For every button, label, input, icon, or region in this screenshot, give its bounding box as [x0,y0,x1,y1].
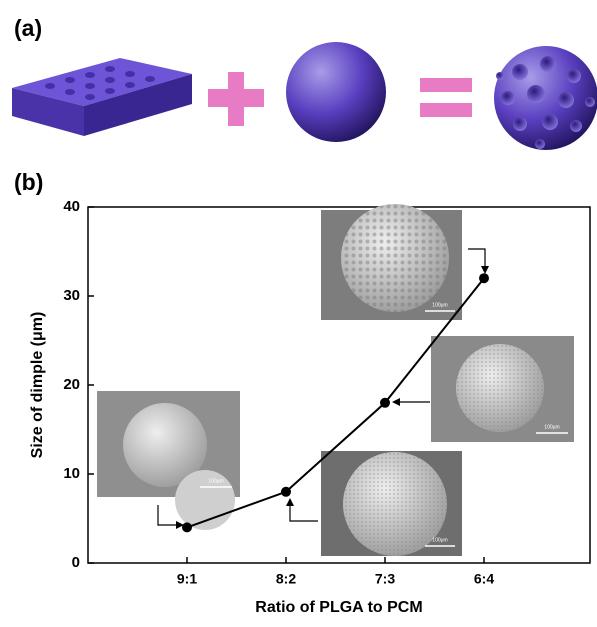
x-tick-label: 6:4 [474,571,494,587]
insets [97,204,574,556]
x-tick-label: 8:2 [276,571,296,587]
y-tick-label: 40 [63,198,80,215]
panel-label: (a) [14,15,42,41]
data-point [380,398,390,408]
y-axis-label: Size of dimple (μm) [29,312,46,459]
scale-label: 100μm [208,478,223,484]
figure: (a) (b) [0,0,597,627]
y-tick-label: 10 [63,465,80,482]
y-tick-label: 0 [72,554,80,571]
x-axis-label: Ratio of PLGA to PCM [255,599,422,616]
data-point [182,522,192,532]
data-point [479,273,489,283]
scale-label: 100μm [432,302,447,308]
y-tick-label: 30 [63,287,80,304]
x-tick-label: 9:1 [177,571,197,587]
x-tick-label: 7:3 [375,571,395,587]
data-point [281,487,291,497]
schematic [12,42,597,150]
scale-label: 100μm [544,424,559,430]
panel-label: (b) [14,169,43,195]
y-tick-label: 20 [63,376,80,393]
scale-label: 100μm [432,537,447,543]
